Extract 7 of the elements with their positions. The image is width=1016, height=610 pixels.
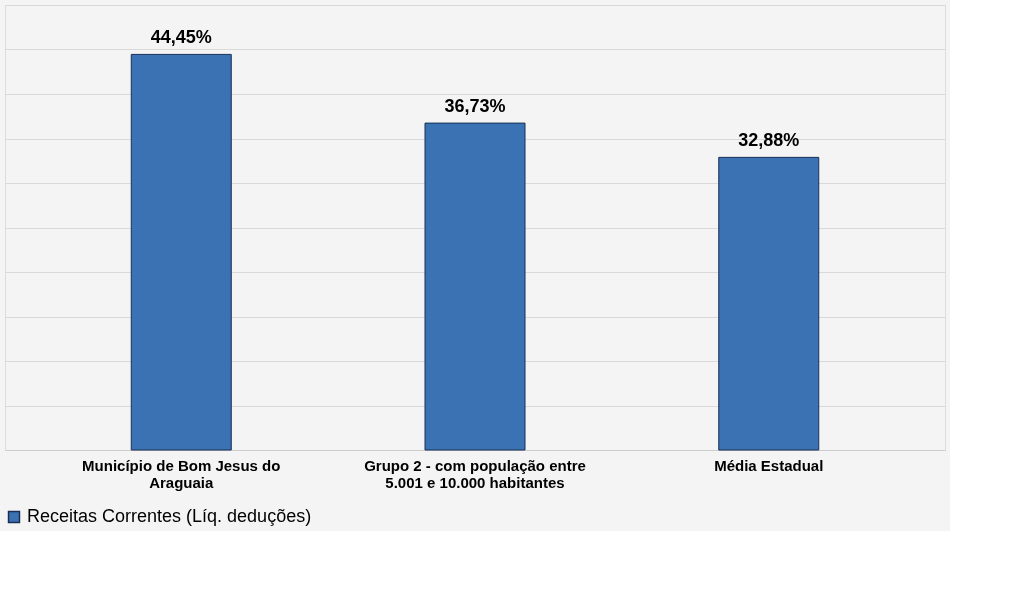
x-tick-label: Município de Bom Jesus do Araguaia <box>82 456 281 491</box>
x-tick-label: Média Estadual <box>714 456 824 474</box>
legend-label: Receitas Correntes (Líq. deduções) <box>27 506 312 526</box>
data-label: 32,88% <box>738 130 800 151</box>
data-label: 36,73% <box>444 96 506 117</box>
x-tick-label: Grupo 2 - com população entre 5.001 e 10.000 habitantes <box>364 456 586 491</box>
data-label: 44,45% <box>150 27 212 48</box>
